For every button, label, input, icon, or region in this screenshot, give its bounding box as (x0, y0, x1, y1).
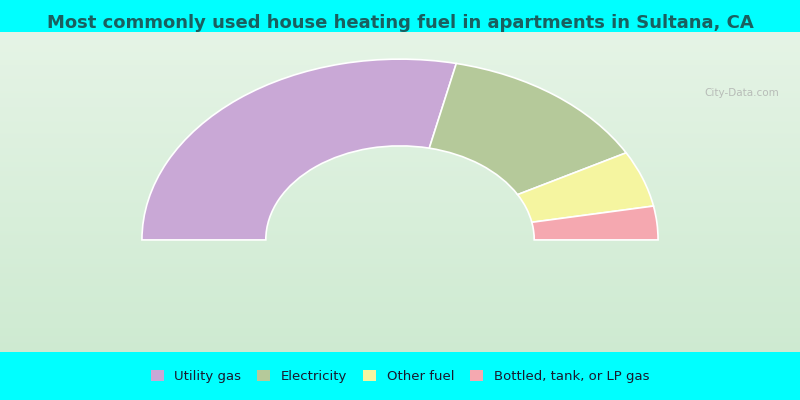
Wedge shape (518, 153, 654, 222)
Wedge shape (430, 64, 626, 195)
Legend: Utility gas, Electricity, Other fuel, Bottled, tank, or LP gas: Utility gas, Electricity, Other fuel, Bo… (146, 366, 654, 387)
Wedge shape (532, 206, 658, 240)
Text: Most commonly used house heating fuel in apartments in Sultana, CA: Most commonly used house heating fuel in… (46, 14, 754, 32)
Wedge shape (142, 59, 456, 240)
Text: City-Data.com: City-Data.com (704, 88, 778, 98)
